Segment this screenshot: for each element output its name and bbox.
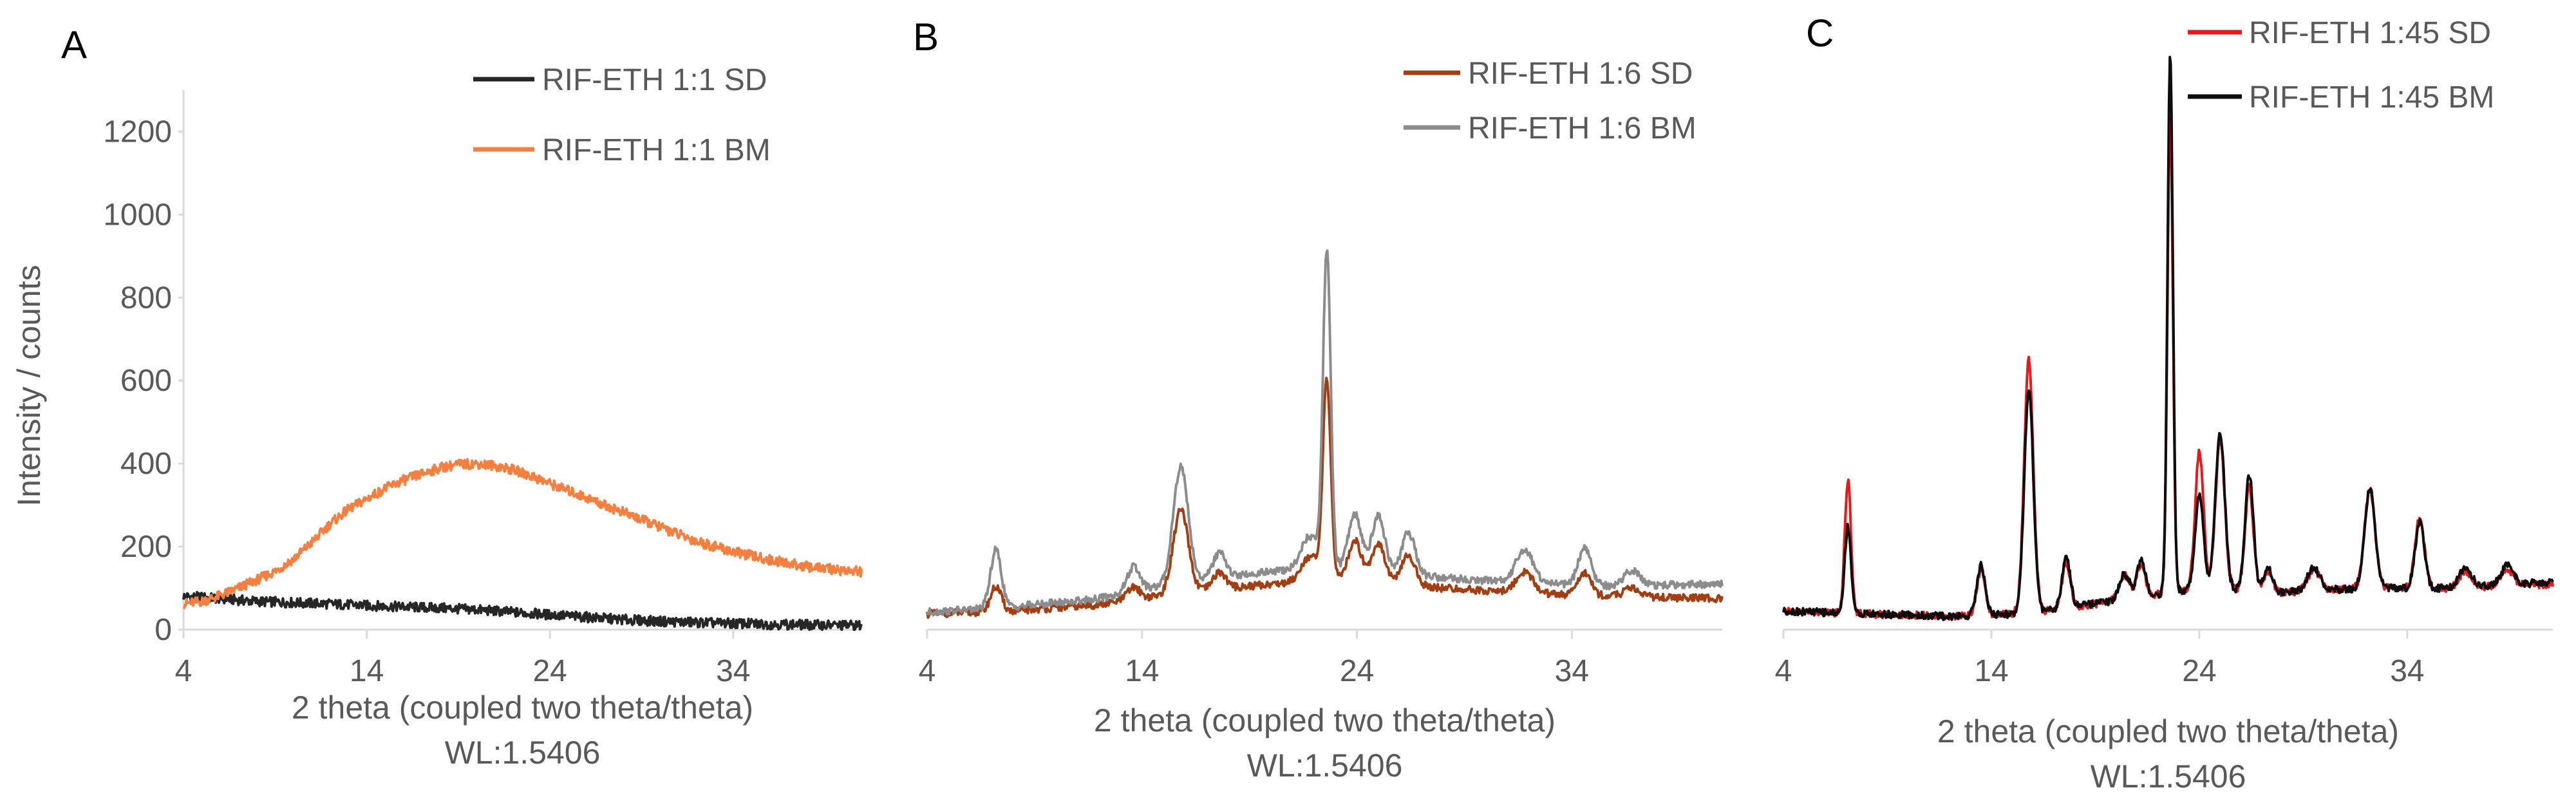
x-tick-label: 34	[716, 654, 750, 688]
y-axis-title: Intensity / counts	[11, 265, 47, 506]
x-axis-subtitle: WL:1.5406	[2091, 758, 2246, 794]
chart-panel-C: C 4 14 24 34 2 theta (coupled two theta/theta…	[1775, 12, 2554, 794]
series-line-2	[926, 249, 1724, 617]
panel-label: B	[913, 15, 939, 59]
x-axis-subtitle: WL:1.5406	[1247, 747, 1403, 784]
x-tick-label: 24	[532, 654, 567, 688]
series-line-1	[926, 377, 1724, 619]
x-axis-subtitle: WL:1.5406	[445, 735, 601, 771]
y-tick-label: 800	[120, 281, 172, 315]
x-tick-label: 14	[1125, 654, 1159, 688]
legend-label: RIF-ETH 1:1 SD	[542, 63, 767, 97]
legend-label: RIF-ETH 1:1 BM	[542, 133, 771, 167]
y-tick-label: 1000	[103, 198, 172, 232]
y-tick-label: 400	[120, 447, 172, 481]
x-tick-label: 4	[919, 654, 936, 688]
x-tick-label: 4	[175, 654, 193, 688]
legend-label: RIF-ETH 1:6 BM	[1468, 111, 1697, 146]
panel-label: A	[61, 23, 87, 66]
legend-label: RIF-ETH 1:45 BM	[2249, 80, 2494, 115]
series-line-1	[182, 590, 863, 631]
series-line-2	[1782, 55, 2554, 621]
legend-label: RIF-ETH 1:6 SD	[1468, 57, 1693, 91]
chart-panel-B: B 4 14 24 34 2 theta (coupled two theta/theta…	[913, 15, 1724, 784]
x-axis-title: 2 theta (coupled two theta/theta)	[1937, 713, 2399, 749]
x-tick-label: 34	[1555, 654, 1589, 688]
x-tick-label: 4	[1775, 654, 1792, 688]
y-tick-label: 0	[155, 613, 172, 647]
x-tick-label: 24	[2182, 654, 2216, 688]
x-tick-label: 14	[350, 654, 384, 688]
x-axis-title: 2 theta (coupled two theta/theta)	[1094, 702, 1556, 738]
y-tick-label: 600	[120, 364, 172, 398]
y-tick-label: 200	[120, 530, 172, 564]
x-tick-label: 14	[1974, 654, 2008, 688]
x-tick-label: 34	[2390, 654, 2424, 688]
series-line-2	[182, 458, 863, 610]
legend-label: RIF-ETH 1:45 SD	[2249, 16, 2491, 50]
y-tick-label: 1200	[103, 115, 172, 149]
x-axis-title: 2 theta (coupled two theta/theta)	[292, 690, 753, 726]
x-tick-label: 24	[1340, 654, 1374, 688]
chart-panel-A: A 0 200 400 600 800 1000 1200 Intensity / counts…	[11, 23, 863, 771]
panel-label: C	[1806, 12, 1834, 55]
